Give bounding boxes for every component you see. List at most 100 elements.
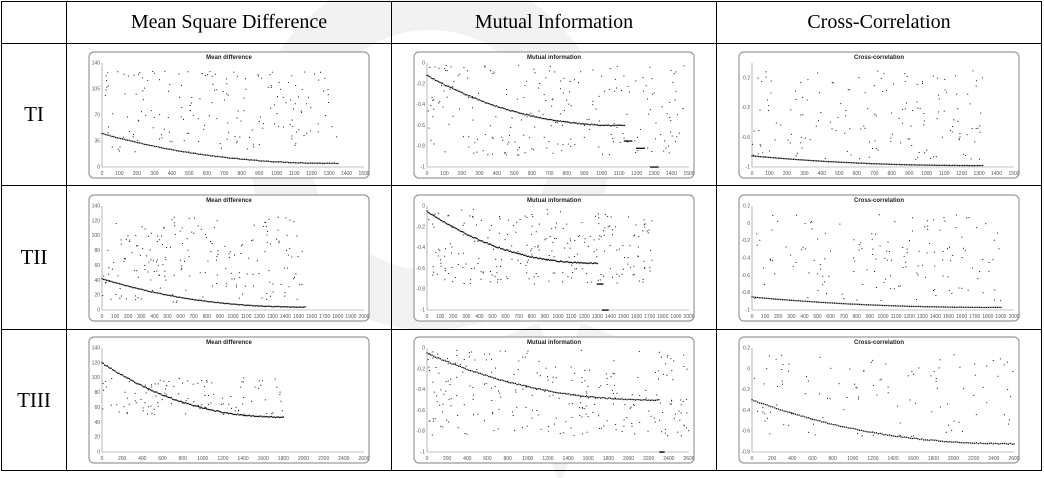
- data-point: [942, 305, 945, 308]
- data-point: [638, 351, 640, 353]
- x-tick-label: 500: [185, 171, 194, 177]
- data-point: [631, 398, 633, 401]
- data-point: [552, 259, 554, 261]
- data-point: [477, 240, 479, 242]
- data-point: [118, 150, 120, 152]
- data-point: [276, 160, 278, 163]
- data-point: [453, 88, 455, 90]
- data-point: [201, 407, 204, 409]
- data-point: [658, 351, 660, 353]
- data-point: [492, 72, 494, 74]
- data-point: [928, 305, 930, 307]
- data-point: [526, 271, 528, 273]
- data-point: [552, 394, 554, 396]
- data-point: [164, 256, 166, 258]
- data-point: [657, 378, 659, 380]
- data-point: [953, 118, 955, 120]
- data-point: [181, 106, 183, 108]
- data-point: [919, 107, 921, 109]
- data-point: [562, 227, 564, 229]
- data-point: [201, 380, 203, 382]
- data-point: [584, 261, 586, 264]
- data-point: [320, 162, 322, 164]
- data-point: [546, 258, 548, 261]
- data-point: [560, 80, 562, 82]
- data-point: [627, 85, 629, 87]
- data-point: [612, 403, 614, 405]
- x-tick-label: 700: [220, 171, 229, 177]
- data-point: [537, 246, 539, 248]
- data-point: [243, 413, 245, 415]
- data-point: [102, 382, 104, 384]
- data-point: [298, 305, 300, 308]
- data-point: [538, 248, 540, 250]
- data-point: [568, 121, 570, 123]
- data-point: [914, 402, 916, 404]
- data-point: [788, 424, 790, 426]
- y-tick-label: -0.2: [416, 81, 425, 87]
- data-point: [573, 394, 575, 396]
- data-point: [984, 306, 986, 308]
- data-point: [586, 392, 588, 394]
- data-point: [658, 399, 660, 401]
- y-tick-label: 100: [92, 375, 101, 381]
- data-point: [453, 226, 455, 228]
- data-point: [180, 296, 182, 298]
- data-point: [165, 147, 168, 149]
- data-point: [124, 284, 127, 286]
- data-point: [918, 367, 920, 369]
- data-point: [977, 127, 979, 129]
- data-point: [775, 408, 778, 410]
- data-point: [552, 152, 554, 154]
- data-point: [201, 404, 203, 406]
- data-point: [220, 403, 222, 405]
- data-point: [279, 391, 281, 393]
- y-tick-label: -0.6: [416, 265, 425, 271]
- data-point: [125, 238, 127, 240]
- data-point: [892, 82, 894, 84]
- data-point: [845, 161, 848, 163]
- data-point: [819, 420, 821, 422]
- data-point: [285, 305, 287, 307]
- data-point: [299, 283, 301, 285]
- data-point: [757, 77, 759, 79]
- data-point: [537, 257, 540, 259]
- data-point: [289, 218, 291, 220]
- data-point: [545, 76, 547, 78]
- data-point: [298, 128, 300, 130]
- data-point: [593, 396, 595, 398]
- data-point: [483, 383, 485, 385]
- data-point: [642, 76, 644, 78]
- data-point: [867, 162, 869, 164]
- x-tick-label: 200: [783, 171, 792, 177]
- data-point: [899, 284, 901, 286]
- data-point: [890, 259, 892, 261]
- data-point: [594, 397, 596, 399]
- data-point: [875, 258, 877, 260]
- data-point: [965, 164, 967, 166]
- data-point: [582, 407, 584, 409]
- data-point: [104, 133, 107, 135]
- data-point: [975, 164, 977, 166]
- data-point: [267, 305, 270, 307]
- data-point: [117, 70, 119, 72]
- data-point: [157, 405, 159, 407]
- data-point: [785, 410, 787, 413]
- data-point: [161, 292, 163, 295]
- data-point: [289, 247, 291, 249]
- data-point: [969, 102, 971, 104]
- data-point: [519, 218, 521, 220]
- data-point: [179, 259, 181, 261]
- data-point: [522, 356, 524, 358]
- data-point: [774, 156, 776, 159]
- data-point: [548, 426, 550, 428]
- data-point: [894, 304, 896, 307]
- data-point: [511, 381, 513, 384]
- data-point: [613, 122, 615, 124]
- x-tick-label: 0: [426, 456, 429, 462]
- data-point: [902, 266, 904, 268]
- data-point: [815, 125, 817, 127]
- data-point: [804, 222, 806, 224]
- data-point: [438, 67, 440, 69]
- data-point: [221, 155, 224, 158]
